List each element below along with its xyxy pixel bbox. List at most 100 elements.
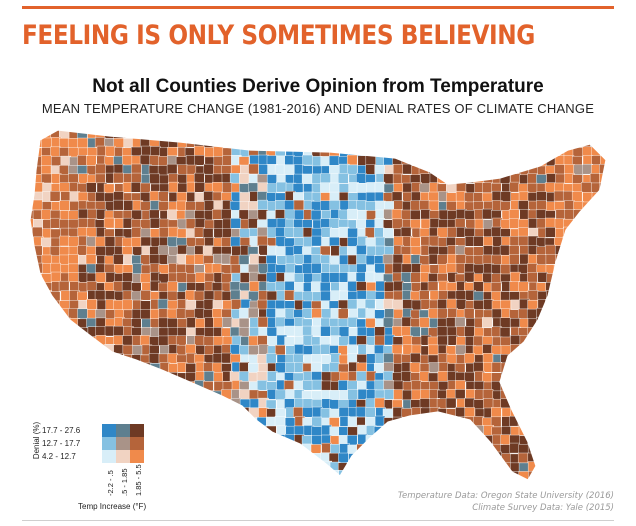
county-cell (608, 273, 618, 283)
county-cell (113, 173, 123, 183)
county-cell (412, 300, 422, 310)
county-cell (518, 453, 528, 463)
county-cell (610, 245, 620, 255)
county-cell (321, 120, 331, 129)
county-cell (394, 435, 404, 445)
county-cell (394, 146, 404, 156)
county-cell (447, 454, 457, 464)
bivariate-legend: Denial (%) 17.7 - 27.6 12.7 - 17.7 4.2 -… (30, 418, 180, 518)
county-cell (583, 164, 593, 174)
county-cell (419, 318, 429, 328)
county-cell (159, 120, 169, 130)
county-cell (564, 462, 574, 472)
county-cell (203, 434, 213, 444)
county-cell (394, 452, 404, 462)
county-cell (573, 363, 583, 373)
county-cell (42, 299, 52, 309)
county-cell (582, 472, 592, 482)
county-cell (213, 317, 223, 327)
county-cell (590, 292, 600, 302)
county-cell (257, 236, 267, 246)
county-cell (582, 220, 592, 230)
county-cell (122, 300, 132, 310)
county-cell (411, 481, 421, 491)
county-cell (510, 182, 520, 192)
county-cell (538, 480, 548, 490)
county-cell (122, 282, 132, 292)
county-cell (303, 326, 313, 336)
county-cell (573, 425, 583, 435)
county-cell (23, 120, 33, 129)
county-cell (582, 454, 592, 464)
county-cell (105, 237, 115, 247)
county-cell (610, 265, 620, 275)
county-cell (538, 148, 548, 158)
county-cell (141, 120, 151, 129)
county-cell (527, 416, 537, 426)
county-cell (232, 246, 242, 256)
county-cell (609, 192, 619, 202)
county-cell (599, 255, 609, 265)
county-cell (401, 326, 411, 336)
county-cell (167, 164, 177, 174)
county-cell (203, 138, 213, 148)
county-cell (447, 166, 457, 176)
county-cell (564, 363, 574, 373)
county-cell (599, 282, 609, 292)
legend-swatch (102, 424, 116, 437)
county-cell (592, 272, 602, 282)
county-cell (86, 183, 96, 193)
county-cell (303, 380, 313, 390)
county-cell (529, 407, 539, 417)
county-cell (221, 463, 231, 473)
county-cell (222, 434, 232, 444)
county-cell (231, 435, 241, 445)
county-cell (547, 129, 557, 139)
county-cell (527, 346, 537, 356)
county-cell (24, 155, 34, 165)
county-cell (232, 444, 242, 454)
county-cell (375, 336, 385, 346)
county-cell (592, 299, 602, 309)
county-cell (167, 237, 177, 247)
county-cell (455, 436, 465, 446)
county-cell (591, 372, 601, 382)
county-cell (518, 381, 528, 391)
county-cell (464, 425, 474, 435)
county-cell (574, 443, 584, 453)
county-cell (186, 427, 196, 437)
county-cell (411, 273, 421, 283)
county-cell (312, 309, 322, 319)
county-cell (348, 165, 358, 175)
county-cell (430, 265, 440, 275)
county-cell (572, 409, 582, 419)
county-cell (384, 380, 394, 390)
county-cell (178, 400, 188, 410)
county-cell (339, 210, 349, 220)
county-cell (249, 454, 259, 464)
county-cell (113, 300, 123, 310)
county-cell (492, 471, 502, 481)
county-cell (573, 300, 583, 310)
county-cell (537, 470, 547, 480)
county-cell (267, 291, 277, 301)
county-cell (106, 354, 116, 364)
county-cell (609, 327, 619, 337)
county-cell (42, 273, 52, 283)
county-cell (284, 470, 294, 480)
county-cell (430, 219, 440, 229)
county-cell (538, 272, 548, 282)
county-cell (321, 174, 331, 184)
county-cell (500, 328, 510, 338)
county-cell (430, 434, 440, 444)
county-cell (375, 327, 385, 337)
county-cell (573, 435, 583, 445)
county-cell (383, 443, 393, 453)
county-cell (249, 146, 259, 156)
county-cell (375, 310, 385, 320)
county-cell (547, 355, 557, 365)
county-cell (609, 399, 619, 409)
county-cell (609, 479, 619, 489)
county-cell (267, 327, 277, 337)
county-cell (564, 345, 574, 355)
